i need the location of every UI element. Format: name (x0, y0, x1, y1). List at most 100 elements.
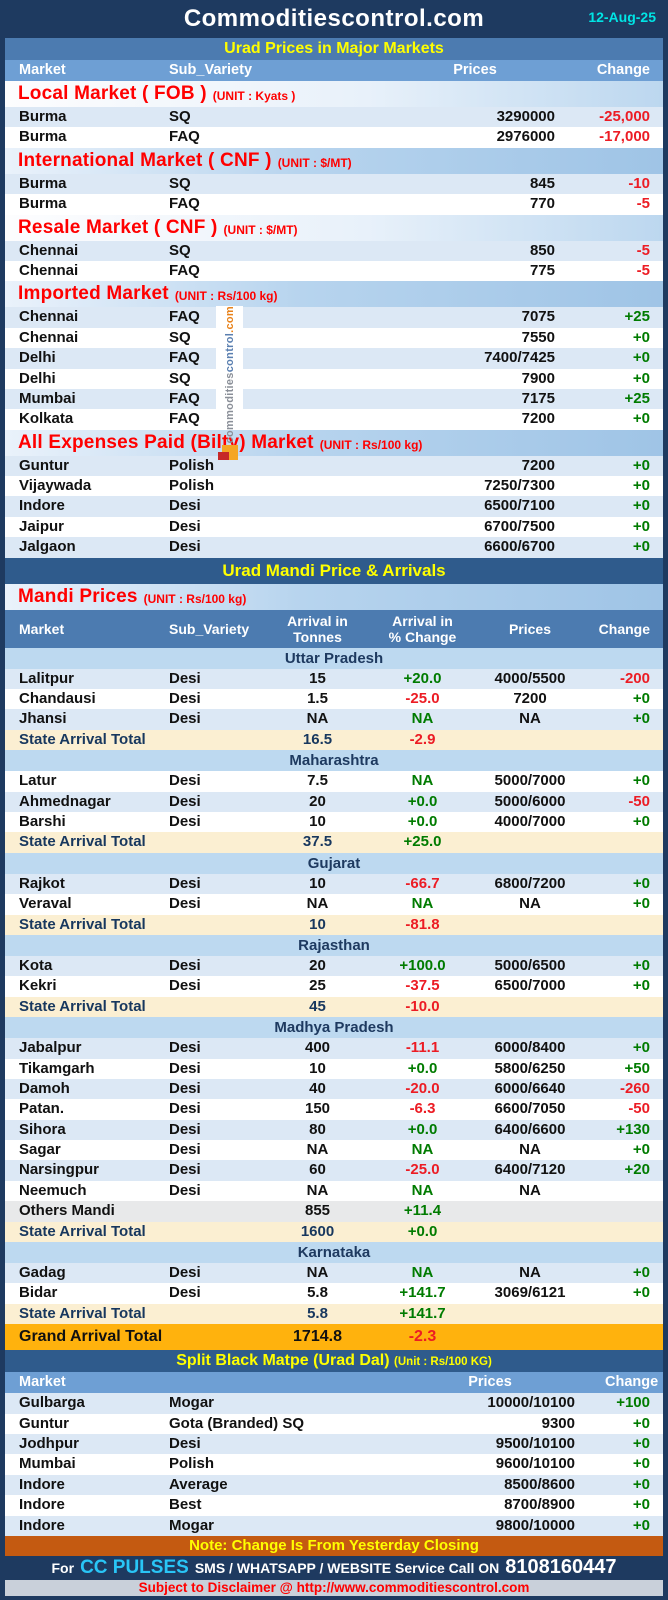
price-cell: 6700/7500 (484, 517, 555, 535)
sub-variety-cell: Mogar (169, 1394, 214, 1412)
sub-variety-cell: Desi (169, 710, 201, 728)
sub-variety-cell: Desi (169, 1120, 201, 1138)
market-cell: Burma (19, 108, 67, 125)
market-cell: Jodhpur (19, 1434, 79, 1452)
price-cell: 9300 (541, 1414, 575, 1432)
grand-total-spacer (475, 1324, 585, 1350)
change-cell (585, 1201, 663, 1221)
disclaimer-link[interactable]: http://www.commoditiescontrol.com (296, 1579, 530, 1595)
state-header: Karnataka (5, 1242, 663, 1264)
arrival-pct-cell: NA (411, 710, 434, 728)
price-row: Burma FAQ 770 -5 (5, 194, 663, 214)
split-price-row: Indore Mogar 9800/10000 +0 (5, 1515, 663, 1536)
disclaimer-bar: Subject to Disclaimer @ http://www.commo… (5, 1579, 663, 1596)
report-date: 12-Aug-25 (588, 9, 656, 25)
arrival-pct-cell: -25.0 (405, 690, 440, 708)
disclaimer-text: Subject to Disclaimer @ (138, 1579, 293, 1595)
sub-variety-cell: Desi (169, 792, 201, 810)
price-cell: 7175 (521, 389, 555, 407)
spacer (475, 730, 585, 750)
market-cell: Chennai (19, 328, 79, 346)
price-cell: 6600/7050 (494, 1100, 566, 1118)
price-cell: 8500/8600 (504, 1475, 575, 1493)
split-matpe-unit: (Unit : Rs/100 KG) (394, 1356, 492, 1369)
price-cell: 10000/10100 (487, 1394, 575, 1412)
price-cell: 3290000 (496, 108, 555, 125)
mandi-row: Neemuch Desi NA NA NA (5, 1181, 663, 1201)
mandi-row: Jhansi Desi NA NA NA +0 (5, 709, 663, 730)
sub-variety-cell: SQ (169, 328, 191, 346)
price-row: Indore Desi 6500/7100 +0 (5, 496, 663, 517)
change-cell: -5 (636, 241, 650, 259)
mandi-row: Kekri Desi 25 -37.5 6500/7000 +0 (5, 976, 663, 996)
sub-variety-cell: Desi (169, 538, 201, 556)
sub-variety-cell: Desi (169, 669, 201, 687)
mandi-prices-title: Mandi Prices (18, 585, 138, 607)
watermark: commoditiescontrol.com (216, 306, 243, 461)
market-cell: Chennai (19, 308, 79, 326)
change-cell: +0 (632, 1414, 650, 1432)
sub-variety-cell: SQ (169, 241, 191, 259)
split-price-row: Indore Best 8700/8900 +0 (5, 1495, 663, 1515)
market-cell: Patan. (19, 1100, 65, 1118)
price-cell: 7200 (521, 410, 555, 428)
spacer (585, 832, 663, 852)
sub-variety-cell: Desi (169, 895, 201, 913)
split-price-row: Indore Average 8500/8600 +0 (5, 1474, 663, 1496)
spacer (585, 730, 663, 750)
price-cell: 8700/8900 (504, 1496, 575, 1514)
sub-variety-cell: FAQ (169, 389, 200, 407)
major-markets-sections: Local Market ( FOB ) (UNIT : Kyats ) Burma… (5, 81, 663, 558)
market-cell: Jabalpur (19, 1039, 82, 1057)
mandi-prices-unit: (UNIT : Rs/100 kg) (143, 591, 247, 606)
arrival-pct-cell: NA (411, 1264, 434, 1282)
market-cell: Neemuch (19, 1181, 87, 1199)
price-row: Jaipur Desi 6700/7500 +0 (5, 517, 663, 537)
total-label: State Arrival Total (19, 915, 146, 933)
market-cell: Chandausi (19, 690, 96, 708)
total-arrival-cell: 16.5 (302, 730, 333, 748)
column-header-change: Change (596, 62, 650, 78)
change-cell: +0 (632, 410, 650, 428)
sub-variety-cell: Desi (169, 1141, 201, 1159)
sub-variety-cell: Polish (169, 1455, 215, 1473)
price-cell: 7200 (521, 456, 555, 474)
market-cell: Gadag (19, 1264, 66, 1282)
spacer (475, 915, 585, 935)
change-cell: +0 (632, 956, 650, 974)
price-cell: NA (519, 1264, 541, 1282)
mandi-row: Tikamgarh Desi 10 +0.0 5800/6250 +50 (5, 1059, 663, 1079)
section-header: Imported Market (UNIT : Rs/100 kg) (5, 281, 663, 308)
section-header: Local Market ( FOB ) (UNIT : Kyats ) (5, 81, 663, 107)
spacer (475, 832, 585, 852)
grand-total-spacer (585, 1324, 663, 1350)
mandi-row: Latur Desi 7.5 NA 5000/7000 +0 (5, 771, 663, 791)
column-header-arrival-pct: Arrival in % Change (388, 612, 457, 645)
split-price-row: Guntur Gota (Branded) SQ 9300 +0 (5, 1414, 663, 1434)
change-cell: +100 (616, 1394, 650, 1412)
mandi-row: Others Mandi 855 +11.4 (5, 1201, 663, 1222)
column-header-prices: Prices (468, 1374, 512, 1391)
change-cell: -5 (636, 261, 650, 279)
note-bar: Note: Change Is From Yesterday Closing (5, 1535, 663, 1556)
market-cell: Vijaywada (19, 477, 92, 495)
section-title: International Market ( CNF ) (18, 149, 272, 171)
price-cell: 6400/6600 (494, 1120, 566, 1138)
arrival-pct-cell: -6.3 (409, 1100, 436, 1118)
major-table-header: Market Sub_Variety Prices Change (5, 60, 663, 81)
mandi-row: Patan. Desi 150 -6.3 6600/7050 -50 (5, 1099, 663, 1119)
change-cell: +0 (632, 874, 650, 892)
state-total-row: State Arrival Total 1600 +0.0 (5, 1221, 663, 1243)
change-cell: +0 (632, 328, 650, 346)
change-cell: +130 (616, 1120, 650, 1138)
arrival-pct-cell: -20.0 (405, 1079, 440, 1097)
change-cell: +0 (632, 1039, 650, 1057)
price-row: Burma SQ 3290000 -25,000 (5, 107, 663, 128)
change-cell: +0 (632, 1264, 650, 1282)
service-phone: 8108160447 (505, 1556, 617, 1579)
mandi-row: Sihora Desi 80 +0.0 6400/6600 +130 (5, 1119, 663, 1141)
market-cell: Guntur (19, 1414, 69, 1432)
arrival-cell: 40 (309, 1079, 326, 1097)
market-cell: Delhi (19, 349, 56, 367)
sub-variety-cell: SQ (169, 369, 191, 387)
